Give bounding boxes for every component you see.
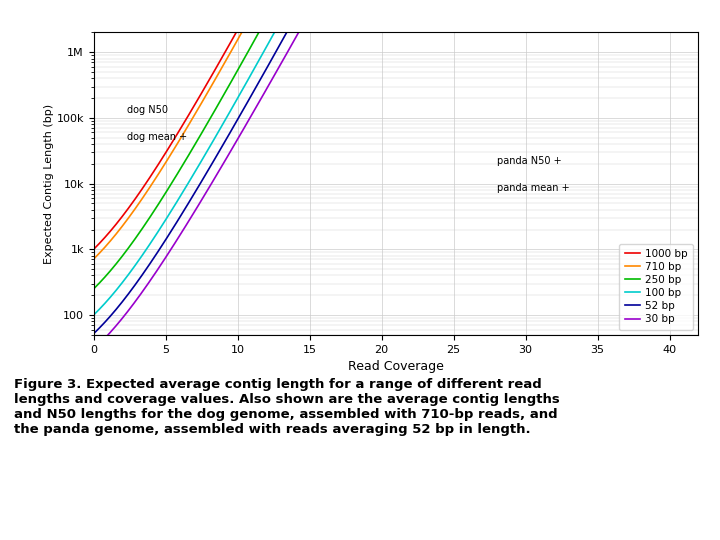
250 bp bbox=[121, 249, 130, 255]
Text: panda mean +: panda mean + bbox=[497, 183, 570, 193]
Line: 1000 bp: 1000 bp bbox=[94, 0, 698, 248]
1000 bp bbox=[90, 245, 99, 252]
Legend: 1000 bp, 710 bp, 250 bp, 100 bp, 52 bp, 30 bp: 1000 bp, 710 bp, 250 bp, 100 bp, 52 bp, … bbox=[619, 244, 693, 329]
X-axis label: Read Coverage: Read Coverage bbox=[348, 360, 444, 373]
Text: dog mean +: dog mean + bbox=[127, 132, 187, 141]
Line: 52 bp: 52 bp bbox=[94, 0, 698, 333]
710 bp bbox=[121, 219, 130, 226]
Line: 30 bp: 30 bp bbox=[94, 0, 698, 349]
30 bp bbox=[90, 346, 99, 352]
Text: Figure 3. Expected average contig length for a range of different read
lengths a: Figure 3. Expected average contig length… bbox=[14, 378, 560, 436]
Line: 100 bp: 100 bp bbox=[94, 0, 698, 314]
Y-axis label: Expected Contig Length (bp): Expected Contig Length (bp) bbox=[44, 104, 53, 264]
Line: 710 bp: 710 bp bbox=[94, 0, 698, 258]
52 bp bbox=[121, 295, 130, 301]
100 bp bbox=[90, 311, 99, 318]
Text: dog N50: dog N50 bbox=[127, 105, 168, 116]
250 bp bbox=[90, 285, 99, 292]
Line: 250 bp: 250 bp bbox=[94, 0, 698, 288]
710 bp bbox=[90, 255, 99, 261]
Text: panda N50 +: panda N50 + bbox=[497, 156, 562, 166]
30 bp bbox=[121, 312, 130, 318]
52 bp bbox=[90, 330, 99, 336]
100 bp bbox=[121, 275, 130, 282]
1000 bp bbox=[121, 210, 130, 216]
